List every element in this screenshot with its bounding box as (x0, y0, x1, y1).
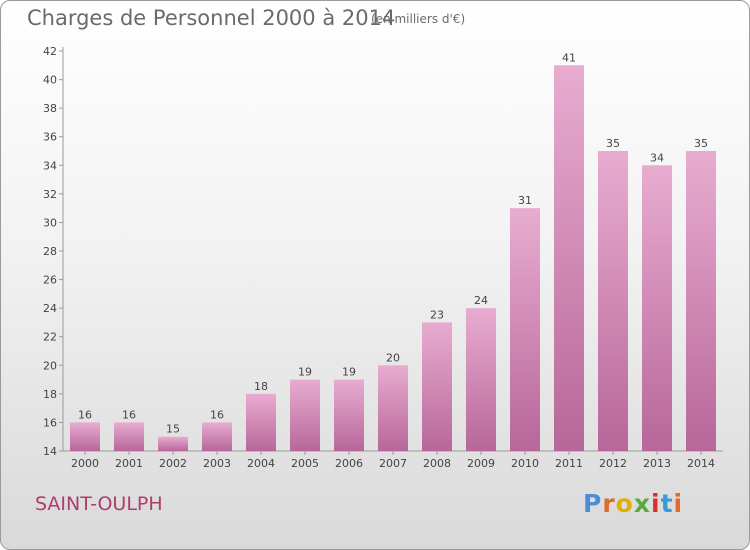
y-tick-label: 42 (43, 45, 57, 58)
x-tick-label: 2014 (687, 457, 715, 470)
x-tick-label: 2006 (335, 457, 363, 470)
data-label: 31 (518, 194, 532, 207)
data-label: 23 (430, 308, 444, 321)
x-tick-label: 2004 (247, 457, 275, 470)
data-label: 16 (78, 408, 92, 421)
x-tick-label: 2001 (115, 457, 143, 470)
data-label: 35 (606, 137, 620, 150)
logo-letter: P (583, 489, 603, 518)
data-label: 35 (694, 137, 708, 150)
y-tick-label: 16 (43, 416, 57, 429)
y-tick-label: 18 (43, 388, 57, 401)
y-tick-label: 36 (43, 131, 57, 144)
y-tick-label: 24 (43, 302, 57, 315)
bar (246, 393, 276, 451)
logo-letter: x (633, 489, 651, 518)
data-label: 19 (298, 366, 312, 379)
bar (686, 151, 716, 451)
logo-letter: i (651, 489, 661, 518)
y-tick-label: 28 (43, 245, 57, 258)
data-label: 24 (474, 294, 488, 307)
y-tick-label: 14 (43, 445, 57, 458)
data-label: 15 (166, 423, 180, 436)
x-tick-label: 2013 (643, 457, 671, 470)
x-tick-label: 2009 (467, 457, 495, 470)
y-tick-label: 40 (43, 74, 57, 87)
bar (290, 379, 320, 451)
bar (598, 151, 628, 451)
bar (158, 436, 188, 451)
x-tick-label: 2011 (555, 457, 583, 470)
x-tick-label: 2005 (291, 457, 319, 470)
x-tick-label: 2012 (599, 457, 627, 470)
bar (554, 65, 584, 452)
bar (422, 322, 452, 451)
x-tick-label: 2003 (203, 457, 231, 470)
x-tick-label: 2010 (511, 457, 539, 470)
data-label: 41 (562, 51, 576, 64)
x-tick-label: 2008 (423, 457, 451, 470)
x-tick-label: 2007 (379, 457, 407, 470)
y-tick-label: 34 (43, 159, 57, 172)
chart-bars: 16 16 15 16 18 19 19 20 23 24 31 41 35 34 35 (70, 51, 716, 452)
x-tick-label: 2002 (159, 457, 187, 470)
chart-axes: 14 16 18 20 22 24 26 28 30 32 34 36 38 40 42 2000 2001 20… (43, 45, 723, 470)
data-label: 34 (650, 151, 664, 164)
logo-letter: i (673, 489, 684, 518)
data-label: 16 (210, 408, 224, 421)
chart-title: Charges de Personnel 2000 à 2014 (27, 6, 396, 30)
data-label: 18 (254, 380, 268, 393)
logo-letter: r (602, 489, 616, 518)
y-tick-label: 20 (43, 359, 57, 372)
y-tick-label: 38 (43, 102, 57, 115)
bar (114, 422, 144, 451)
town-name: SAINT-OULPH (35, 493, 163, 515)
data-label: 16 (122, 408, 136, 421)
bar (202, 422, 232, 451)
chart-unit: (en milliers d'€) (371, 12, 466, 26)
proxiti-logo[interactable]: Proxiti (583, 489, 683, 518)
y-tick-label: 22 (43, 331, 57, 344)
logo-letter: t (660, 489, 674, 518)
logo-letter: o (615, 489, 634, 518)
data-label: 19 (342, 366, 356, 379)
bar (70, 422, 100, 451)
bar (334, 379, 364, 451)
bar (466, 308, 496, 451)
data-label: 20 (386, 351, 400, 364)
bar (378, 365, 408, 451)
y-tick-label: 26 (43, 274, 57, 287)
y-tick-label: 32 (43, 188, 57, 201)
bar (642, 165, 672, 452)
x-tick-label: 2000 (71, 457, 99, 470)
bar (510, 208, 540, 451)
y-tick-label: 30 (43, 216, 57, 229)
